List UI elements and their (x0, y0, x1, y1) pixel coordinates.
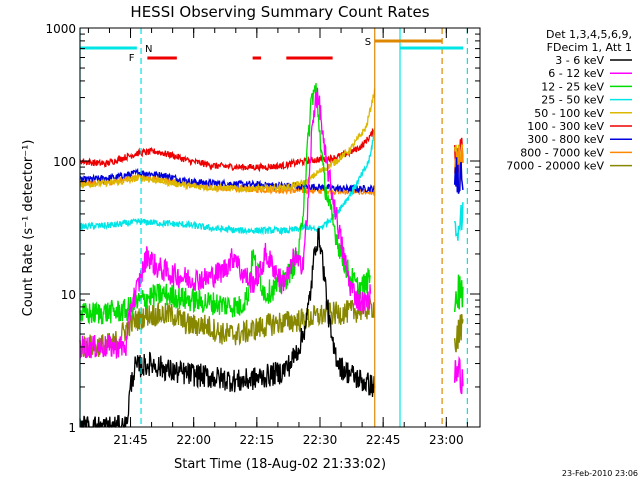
legend-entry-label: 100 - 300 keV (527, 120, 604, 133)
x-tick-label: 21:45 (113, 433, 148, 447)
series-line-1 (79, 87, 372, 359)
axis-ticks: 1 10 100 1000 21:45 22:00 22:15 22:30 22:45 23:00 (45, 22, 480, 447)
x-tick-label: 22:00 (176, 433, 211, 447)
footer-date: 23-Feb-2010 23:06 (562, 469, 638, 478)
y-tick-label: 10 (61, 288, 76, 302)
y-axis-label: Count Rate (s⁻¹ detector⁻¹) (21, 140, 36, 317)
series-line-8 (79, 296, 376, 358)
y-tick-label: 1 (68, 421, 76, 435)
legend-entry-label: 7000 - 20000 keV (506, 160, 604, 173)
legend-entry-label: 50 - 100 keV (534, 107, 604, 120)
late-data-line-5 (453, 274, 464, 313)
legend-entry-label: 12 - 25 keV (541, 80, 604, 93)
x-tick-label: 23:00 (429, 433, 464, 447)
series-line-0 (79, 228, 376, 428)
legend: Det 1,3,4,5,6,9,FDecim 1, Att 13 - 6 keV… (506, 28, 632, 173)
y-tick-label: 1000 (45, 22, 76, 36)
late-data-line-6 (453, 355, 464, 395)
series-line-3 (79, 127, 376, 236)
legend-entry-label: 25 - 50 keV (541, 94, 604, 107)
x-tick-label: 22:45 (366, 433, 401, 447)
f-label: F (129, 53, 135, 64)
s-label: S (365, 37, 371, 48)
plot-area (79, 82, 464, 428)
late-data-line-7 (453, 314, 464, 353)
legend-entry-label: 800 - 7000 keV (520, 146, 604, 159)
legend-title-line: FDecim 1, Att 1 (547, 41, 632, 54)
legend-title-line: Det 1,3,4,5,6,9, (546, 28, 632, 41)
late-data-line-3 (453, 157, 464, 194)
x-axis-label: Start Time (18-Aug-02 21:33:02) (174, 457, 386, 472)
plot-frame (79, 27, 481, 428)
y-tick-label: 100 (53, 155, 76, 169)
legend-entry-label: 6 - 12 keV (548, 67, 604, 80)
chart-title: HESSI Observing Summary Count Rates (130, 3, 429, 21)
legend-entry-label: 300 - 800 keV (527, 133, 604, 146)
series-line-4 (79, 88, 376, 194)
x-tick-label: 22:15 (240, 433, 275, 447)
n-label: N (145, 44, 152, 55)
series-line-2 (79, 82, 371, 325)
legend-entry-label: 3 - 6 keV (555, 54, 604, 67)
x-tick-label: 22:30 (303, 433, 338, 447)
late-data-line-4 (453, 202, 464, 241)
